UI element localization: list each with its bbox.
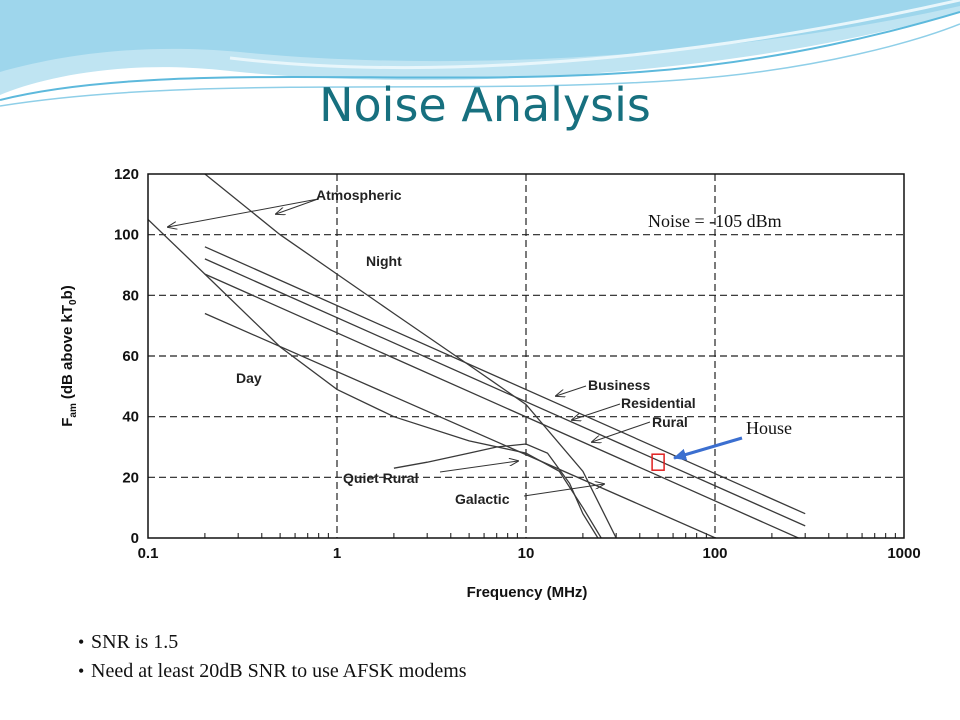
label-day: Day <box>236 370 262 386</box>
series-line-atmospheric-night <box>204 174 617 538</box>
x-tick-label: 0.1 <box>138 545 159 562</box>
y-label-paren-sub: 0 <box>68 299 79 305</box>
house-annotation: House <box>746 418 792 438</box>
y-tick-label: 80 <box>122 287 139 304</box>
label-galactic: Galactic <box>455 491 510 507</box>
y-axis-label: Fam (dB above kT0b) <box>59 285 79 427</box>
axis-ticks: 0 20 40 60 80 100 120 0.1 1 10 100 1000 <box>114 166 921 562</box>
series-line-galactic <box>393 443 599 538</box>
y-tick-label: 0 <box>131 530 139 547</box>
grid-lines <box>148 174 904 538</box>
y-tick-label: 60 <box>122 348 139 365</box>
slide-title: Noise Analysis <box>319 78 651 132</box>
series-line-rural <box>204 273 801 538</box>
series-line-residential <box>204 258 806 527</box>
label-business: Business <box>588 377 650 393</box>
label-night: Night <box>366 253 402 269</box>
plot-frame <box>147 173 905 539</box>
series-line-quiet-rural <box>204 312 718 538</box>
bullet-item: SNR is 1.5 <box>78 628 467 657</box>
label-arrows <box>168 198 651 497</box>
y-label-paren: (dB above kT <box>59 305 76 399</box>
y-label-sub: am <box>68 403 79 418</box>
y-tick-label: 100 <box>114 227 139 244</box>
series-line-atmospheric-day <box>148 219 602 538</box>
series-layer <box>148 174 806 538</box>
y-tick-label: 40 <box>122 409 139 426</box>
y-label-main: F <box>59 418 76 427</box>
x-axis-label: Frequency (MHz) <box>467 584 588 601</box>
label-rural: Rural <box>652 414 688 430</box>
house-arrow <box>673 436 743 461</box>
noise-figure-chart: 0 20 40 60 80 100 120 0.1 1 10 100 1000 Atmospheric… <box>59 166 921 601</box>
y-label-paren-end: b) <box>59 285 76 299</box>
x-tick-label: 10 <box>518 545 535 562</box>
x-tick-label: 1 <box>333 545 341 562</box>
y-tick-label: 20 <box>122 469 139 486</box>
noise-annotation: Noise = -105 dBm <box>648 211 782 231</box>
x-tick-label: 1000 <box>887 545 920 562</box>
header-swoosh-decoration <box>0 0 960 107</box>
bullet-list: SNR is 1.5 Need at least 20dB SNR to use… <box>78 628 467 686</box>
house-marker <box>651 453 665 471</box>
series-line-business <box>204 246 806 515</box>
label-quiet-rural: Quiet Rural <box>343 470 418 486</box>
label-residential: Residential <box>621 395 696 411</box>
bullet-item: Need at least 20dB SNR to use AFSK modem… <box>78 657 467 686</box>
y-tick-label: 120 <box>114 166 139 183</box>
label-atmospheric: Atmospheric <box>316 187 402 203</box>
x-tick-label: 100 <box>702 545 727 562</box>
